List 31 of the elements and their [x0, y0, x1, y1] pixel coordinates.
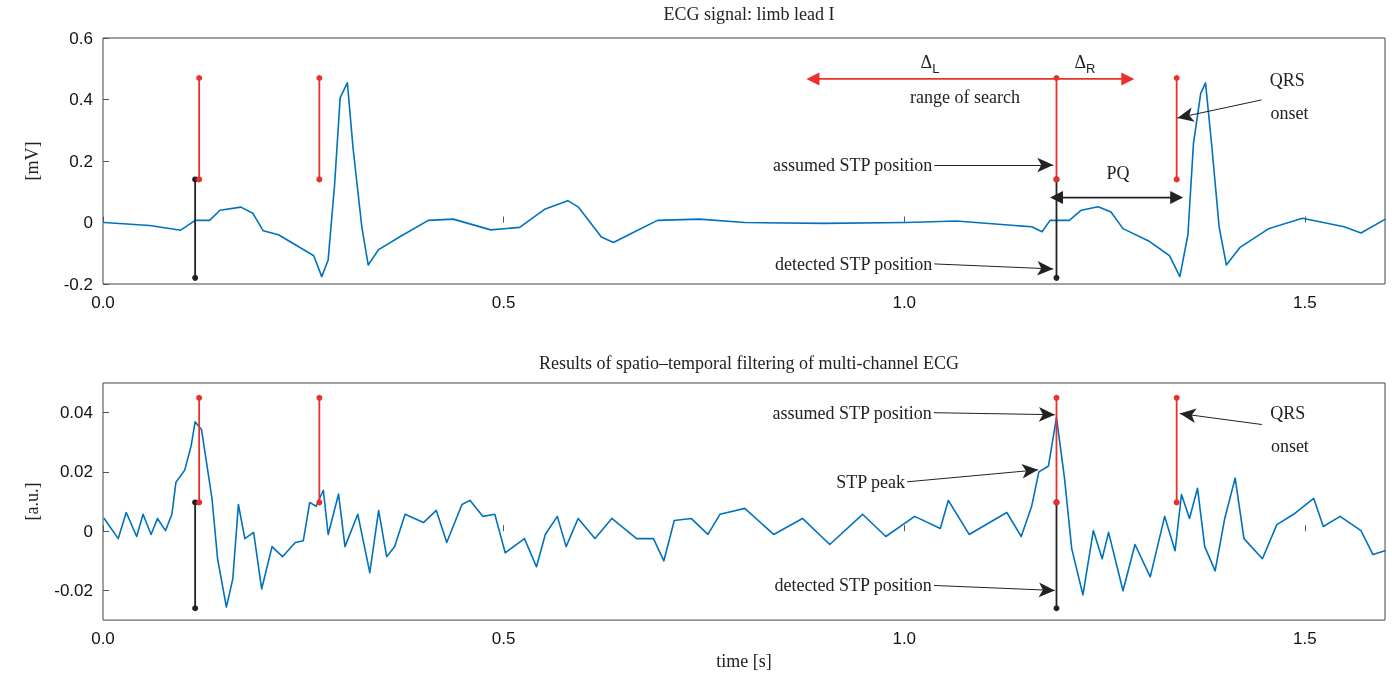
y-tick-label: 0.6 [69, 28, 93, 48]
chart-title: ECG signal: limb lead I [663, 4, 835, 24]
y-tick-label: -0.02 [54, 580, 93, 600]
annotation: detected STP position [774, 575, 932, 596]
y-tick-label: 0.04 [59, 403, 93, 423]
x-tick-label: 0.0 [91, 293, 115, 312]
x-tick-label: 1.5 [1293, 293, 1317, 312]
annotation: assumed STP position [772, 402, 932, 423]
annotation: detected STP position [774, 253, 933, 274]
x-tick-label: 1.5 [1293, 629, 1317, 649]
y-axis-title: [mV] [22, 141, 42, 181]
y-axis-title: [a.u.] [22, 482, 42, 521]
annotation: range of search [910, 87, 1020, 107]
annotation: STP peak [836, 471, 906, 492]
x-tick-label: 1.0 [892, 293, 917, 312]
y-tick-label: 0.02 [59, 462, 93, 482]
x-tick-label: 0.0 [91, 629, 115, 649]
chart-title: Results of spatio–temporal filtering of multi-channel ECG [539, 353, 959, 373]
x-axis-title: time [s] [716, 651, 772, 671]
annotation: PQ [1106, 163, 1130, 183]
annotation: QRS onset [1270, 403, 1310, 457]
y-tick-label: 0.2 [69, 151, 93, 171]
y-tick-label: 0.4 [69, 90, 93, 109]
annotation: QRS onset [1269, 70, 1310, 124]
x-tick-label: 1.0 [892, 629, 917, 649]
y-tick-label: 0 [83, 213, 93, 232]
y-tick-label: 0 [83, 521, 93, 541]
x-tick-label: 0.5 [491, 629, 516, 649]
x-tick-label: 0.5 [491, 293, 516, 312]
y-tick-label: -0.2 [63, 274, 93, 294]
annotation: assumed STP position [772, 155, 933, 175]
